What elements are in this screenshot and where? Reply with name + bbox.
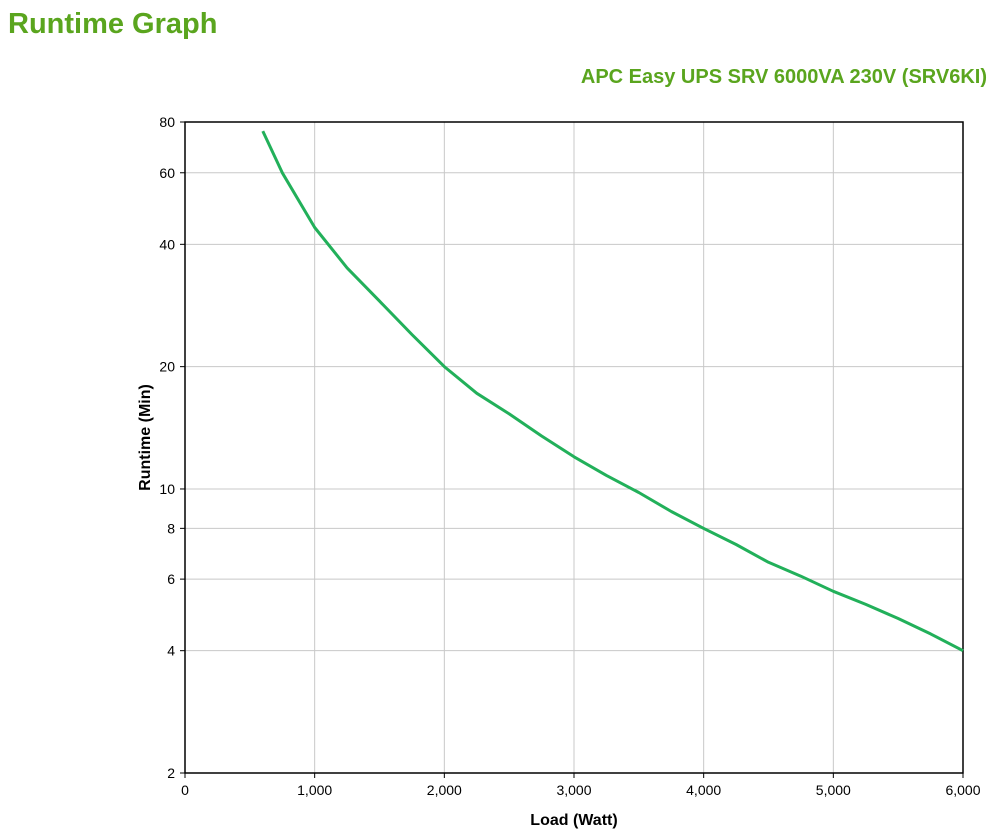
runtime-curve [261, 130, 964, 653]
y-tick-label: 60 [159, 165, 175, 181]
x-tick-label: 0 [181, 782, 189, 798]
x-tick-label: 5,000 [816, 782, 851, 798]
y-tick-label: 80 [159, 114, 175, 130]
plot-frame [184, 121, 964, 774]
x-tick-label: 6,000 [945, 782, 980, 798]
page-title: Runtime Graph [8, 8, 218, 40]
y-tick-label: 10 [159, 481, 175, 497]
y-tick-label: 20 [159, 359, 175, 375]
x-axis-label: Load (Watt) [530, 812, 617, 829]
y-tick-label: 40 [159, 236, 175, 252]
x-tick-label: 3,000 [556, 782, 591, 798]
y-tick-label: 8 [167, 520, 175, 536]
x-tick-label: 4,000 [686, 782, 721, 798]
model-name: APC Easy UPS SRV 6000VA 230V (SRV6KI) [580, 66, 987, 88]
y-tick-label: 2 [167, 765, 175, 781]
x-tick-label: 2,000 [427, 782, 462, 798]
y-tick-label: 4 [167, 643, 175, 659]
y-tick-label: 6 [167, 571, 175, 587]
y-axis-label: Runtime (Min) [137, 384, 154, 491]
x-tick-label: 1,000 [297, 782, 332, 798]
